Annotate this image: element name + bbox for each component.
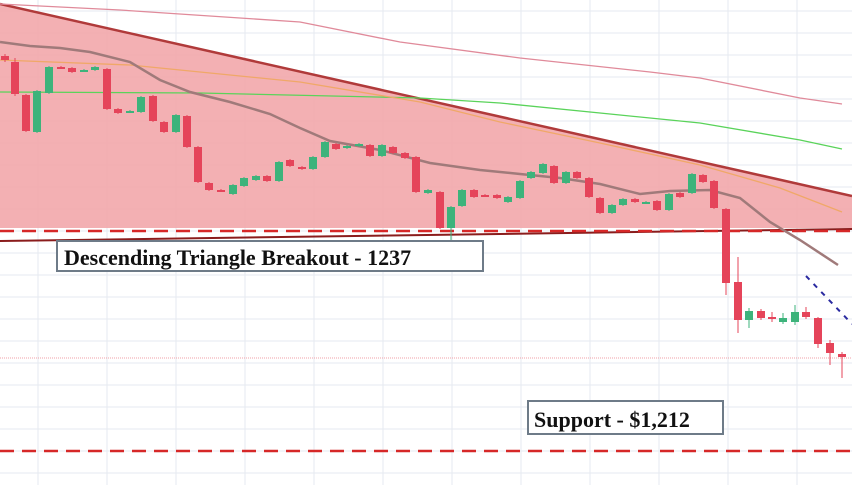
candle-bearish: [286, 160, 294, 166]
candle-bullish: [33, 91, 41, 132]
candle-bullish: [424, 190, 432, 193]
candle-bullish: [688, 174, 696, 193]
candle-bearish: [11, 62, 19, 94]
moving-average-pink: [0, 3, 843, 105]
candle-bullish: [126, 111, 134, 113]
candle-bearish: [470, 190, 478, 197]
candle-bullish: [779, 318, 787, 322]
candle-bearish: [653, 201, 661, 210]
candle-bullish: [458, 190, 466, 206]
candle-bearish: [814, 318, 822, 344]
candle-bullish: [527, 172, 535, 178]
candle-bullish: [516, 181, 524, 198]
candle-bearish: [768, 317, 776, 319]
candle-bearish: [838, 354, 846, 357]
candle-bearish: [263, 176, 271, 181]
candle-bullish: [608, 205, 616, 213]
candle-bearish: [676, 193, 684, 197]
support-annotation-label: Support - $1,212: [527, 400, 724, 435]
candle-bullish: [275, 162, 283, 181]
candle-bearish: [757, 311, 765, 318]
candles: [1, 54, 846, 378]
candle-bearish: [722, 209, 730, 283]
candle-bearish: [573, 172, 581, 178]
candle-bearish: [710, 181, 718, 208]
candle-bearish: [585, 178, 593, 197]
candle-bullish: [137, 97, 145, 112]
moving-average-green: [0, 91, 843, 150]
candle-bullish: [791, 312, 799, 322]
moving-average-orange: [0, 59, 843, 213]
candle-bearish: [401, 153, 409, 158]
candle-bullish: [343, 146, 351, 148]
candle-bullish: [745, 311, 753, 320]
candle-bearish: [103, 69, 111, 109]
candle-bullish: [665, 194, 673, 210]
candle-bearish: [57, 67, 65, 69]
candle-bearish: [183, 116, 191, 147]
projection-dashed-line: [805, 275, 852, 325]
candle-bearish: [802, 312, 810, 317]
candle-bullish: [309, 157, 317, 169]
triangle-upper-edge: [0, 2, 852, 198]
candle-bullish: [45, 67, 53, 93]
candle-bearish: [217, 190, 225, 192]
candle-bearish: [412, 157, 420, 192]
breakout-annotation-label: Descending Triangle Breakout - 1237: [56, 240, 484, 272]
candle-bearish: [481, 195, 489, 197]
candle-bullish: [539, 164, 547, 173]
candle-bullish: [642, 202, 650, 204]
candle-bearish: [631, 199, 639, 202]
candle-bearish: [550, 166, 558, 183]
candle-bullish: [447, 207, 455, 228]
candle-bullish: [229, 185, 237, 194]
candle-bullish: [172, 115, 180, 132]
candle-bearish: [205, 183, 213, 190]
candle-bullish: [562, 172, 570, 183]
descending-triangle-fill: [0, 4, 852, 228]
candle-bullish: [80, 70, 88, 72]
candle-bullish: [355, 144, 363, 146]
candle-bearish: [298, 167, 306, 169]
candle-bearish: [436, 192, 444, 228]
candle-bearish: [699, 175, 707, 182]
candle-bearish: [149, 96, 157, 121]
candle-bearish: [160, 122, 168, 132]
candle-bullish: [504, 197, 512, 202]
candle-bearish: [22, 95, 30, 131]
candle-bearish: [194, 147, 202, 182]
candle-bullish: [252, 176, 260, 180]
candle-bearish: [493, 195, 501, 198]
candle-bullish: [91, 67, 99, 70]
candle-bullish: [240, 178, 248, 186]
candle-bullish: [619, 199, 627, 205]
candle-bearish: [826, 343, 834, 353]
candle-bearish: [332, 144, 340, 149]
candle-bearish: [1, 56, 9, 60]
candle-bearish: [734, 282, 742, 320]
candle-bearish: [366, 145, 374, 156]
candle-bearish: [389, 147, 397, 153]
candle-bullish: [321, 142, 329, 157]
candle-bearish: [114, 109, 122, 113]
candle-bearish: [596, 198, 604, 213]
candle-bearish: [68, 68, 76, 72]
candle-bullish: [378, 145, 386, 156]
